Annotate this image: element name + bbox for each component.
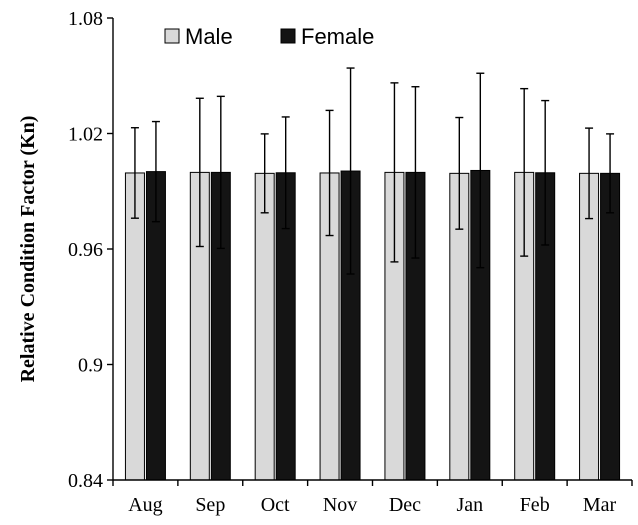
y-tick-label: 1.02 — [68, 124, 103, 146]
bar-male-mar — [579, 172, 600, 481]
x-tick-label-sep: Sep — [195, 494, 225, 516]
y-axis-title: Relative Condition Factor (Kn) — [17, 116, 39, 383]
y-tick-label: 0.9 — [78, 355, 103, 377]
axes-layer — [107, 17, 633, 486]
legend-swatch-female — [280, 28, 296, 44]
legend: Male Female — [164, 24, 374, 49]
bar-male-aug — [124, 172, 145, 481]
x-tick-label-mar: Mar — [583, 494, 617, 516]
legend-label-female: Female — [301, 24, 374, 49]
x-tick-label-feb: Feb — [520, 494, 550, 516]
legend-swatch-male — [164, 28, 180, 44]
x-tick-label-aug: Aug — [128, 494, 162, 516]
y-tick-label: 0.84 — [68, 470, 103, 492]
labels-layer: Aug Sep Oct Nov Dec Jan Feb Mar 0.84 0.9 0.96 1.02 1… — [17, 8, 617, 516]
x-tick-label-nov: Nov — [323, 494, 357, 516]
bar-male-oct — [254, 172, 275, 481]
x-tick-label-jan: Jan — [456, 494, 483, 516]
error-bars-layer — [130, 67, 615, 275]
bar-female-mar — [600, 172, 621, 481]
bars-layer — [124, 169, 621, 481]
legend-label-male: Male — [185, 24, 233, 49]
y-tick-label: 1.08 — [68, 8, 103, 30]
x-tick-label-dec: Dec — [389, 494, 421, 516]
x-tick-label-oct: Oct — [261, 494, 290, 516]
y-tick-label: 0.96 — [68, 239, 103, 261]
